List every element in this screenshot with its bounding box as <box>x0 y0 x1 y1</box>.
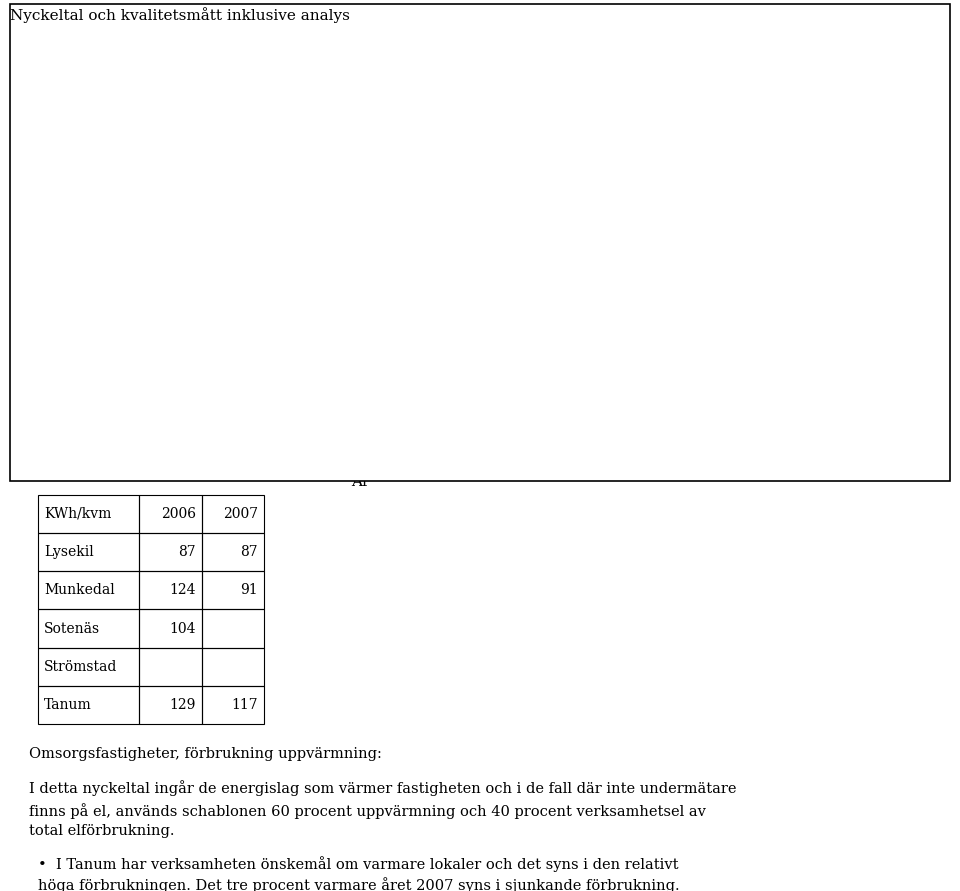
Text: 87: 87 <box>241 545 258 559</box>
Y-axis label: KWh/kvm: KWh/kvm <box>25 231 39 304</box>
Tanum <box>218 184 229 194</box>
Text: 91: 91 <box>241 584 258 597</box>
Text: 2007: 2007 <box>223 507 258 520</box>
Text: 104: 104 <box>169 622 196 635</box>
X-axis label: År: År <box>350 475 370 489</box>
Text: Nyckeltal och kvalitetsmått inklusive analys: Nyckeltal och kvalitetsmått inklusive an… <box>10 7 349 23</box>
Line: Tanum: Tanum <box>216 181 504 254</box>
Text: I detta nyckeltal ingår de energislag som värmer fastigheten och i de fall där i: I detta nyckeltal ingår de energislag so… <box>29 781 736 838</box>
Text: 117: 117 <box>231 699 258 712</box>
Line: Munkedal: Munkedal <box>217 207 503 376</box>
Text: 2006: 2006 <box>161 507 196 520</box>
Tanum <box>492 241 503 251</box>
Text: Sotenäs: Sotenäs <box>44 622 100 635</box>
Text: 87: 87 <box>179 545 196 559</box>
Text: Tanum: Tanum <box>44 699 92 712</box>
Text: Munkedal: Munkedal <box>44 584 115 597</box>
Text: Omsorgsfastigheter, förbrukning uppvärmning:: Omsorgsfastigheter, förbrukning uppvärmn… <box>29 747 382 761</box>
Munkedal <box>492 364 503 375</box>
Text: KWh/kvm: KWh/kvm <box>44 507 111 520</box>
Text: 124: 124 <box>169 584 196 597</box>
Line: Lysekil: Lysekil <box>217 382 503 395</box>
Munkedal <box>218 208 229 218</box>
Text: •  I Tanum har verksamheten önskemål om varmare lokaler och det syns i den relat: • I Tanum har verksamheten önskemål om v… <box>38 856 680 891</box>
Legend: Lysekil, Munkedal, Sotenäs, Strömstad, Tanum: Lysekil, Munkedal, Sotenäs, Strömstad, T… <box>663 97 819 243</box>
Text: 129: 129 <box>170 699 196 712</box>
Lysekil <box>492 383 503 394</box>
Lysekil <box>218 383 229 394</box>
Text: Lysekil: Lysekil <box>44 545 94 559</box>
Title: Omsorgsfastigheter, förbrukning uppvärmning: Omsorgsfastigheter, förbrukning uppvärmn… <box>104 57 616 77</box>
Text: Strömstad: Strömstad <box>44 660 117 674</box>
